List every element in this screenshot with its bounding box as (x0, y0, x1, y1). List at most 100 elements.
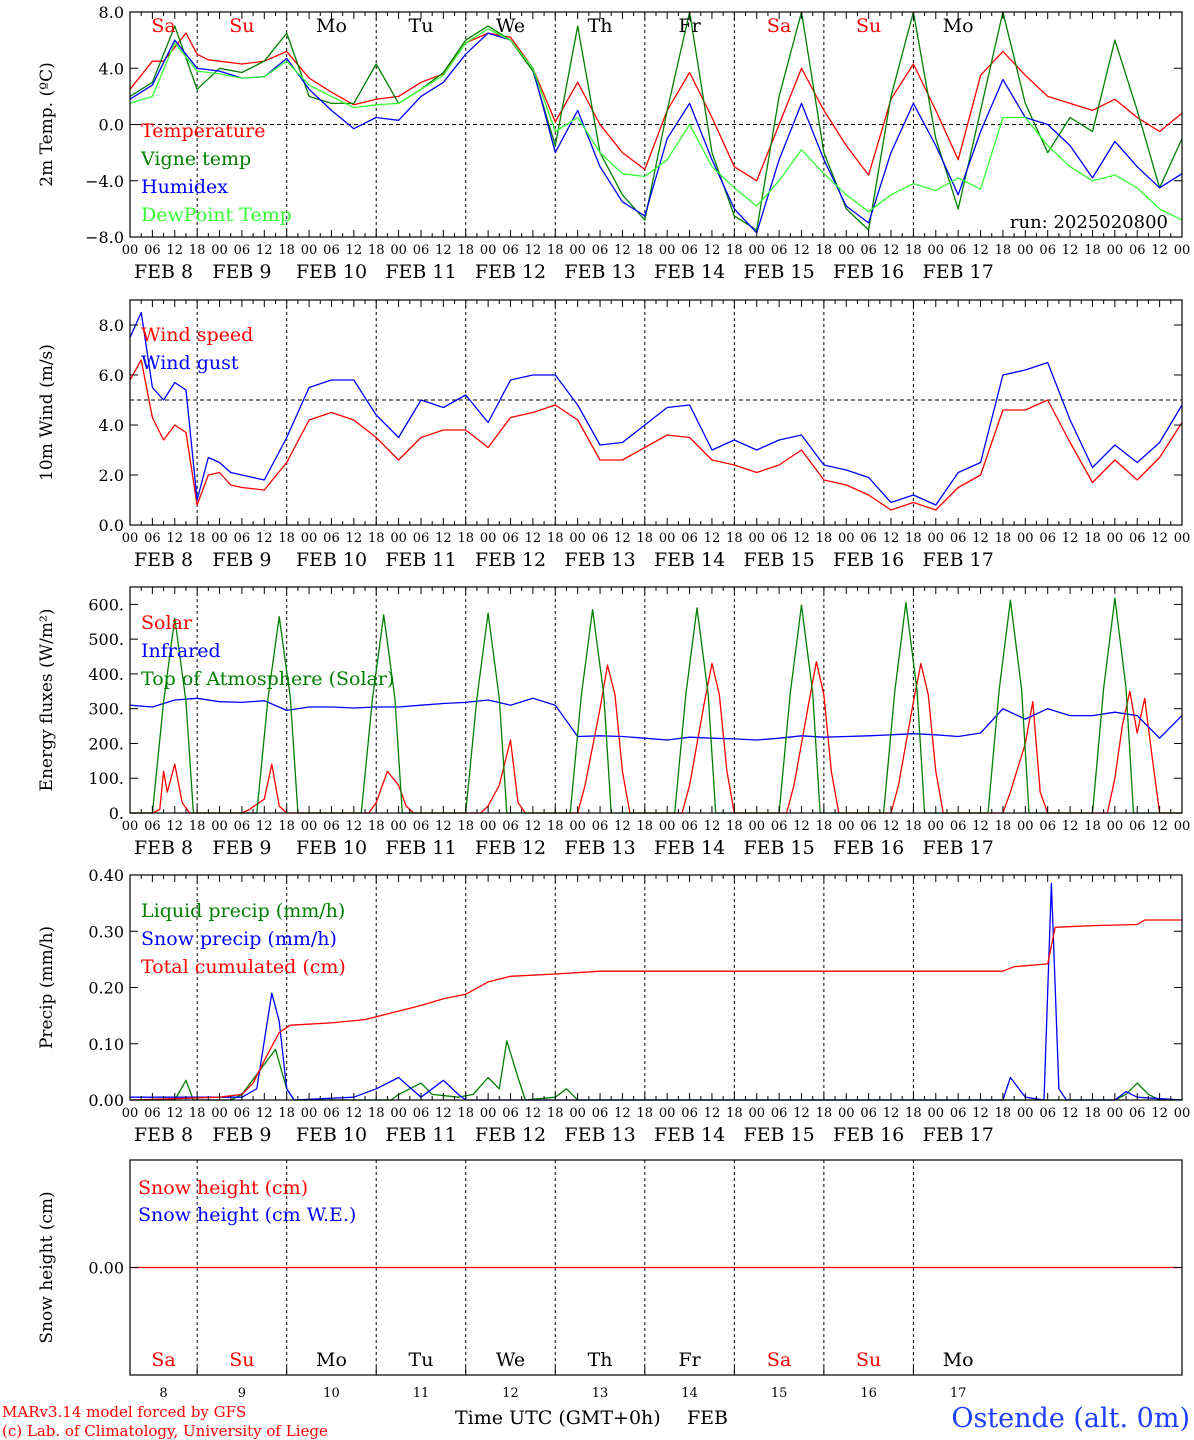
x-hour-label: 12 (435, 531, 452, 546)
x-hour-label: 18 (547, 819, 564, 834)
x-date-label: FEB 14 (654, 549, 725, 571)
x-hour-label: 18 (189, 531, 206, 546)
x-hour-label: 12 (256, 243, 273, 258)
x-hour-label: 18 (457, 819, 474, 834)
x-hour-label: 00 (928, 531, 945, 546)
x-hour-label: 18 (816, 1106, 833, 1121)
x-hour-label: 18 (637, 819, 654, 834)
x-hour-label: 12 (704, 1106, 721, 1121)
legend-entry: DewPoint Temp (141, 204, 292, 226)
x-hour-label: 12 (525, 819, 542, 834)
x-hour-label: 12 (1062, 531, 1079, 546)
day-number-label: 16 (860, 1386, 877, 1401)
x-hour-label: 00 (211, 819, 228, 834)
x-hour-label: 00 (1174, 1106, 1191, 1121)
weekday-label: Sa (767, 1349, 791, 1371)
x-date-label: FEB 9 (212, 261, 271, 283)
x-hour-label: 18 (457, 1106, 474, 1121)
y-tick-label: 0.00 (88, 1091, 124, 1110)
legend-entry: Total cumulated (cm) (141, 956, 346, 978)
x-hour-label: 00 (1174, 531, 1191, 546)
x-hour-label: 00 (122, 1106, 139, 1121)
x-hour-label: 06 (1129, 243, 1146, 258)
day-number-label: 10 (323, 1386, 340, 1401)
x-hour-label: 00 (390, 531, 407, 546)
series-line-temperature (129, 32, 1183, 182)
x-hour-label: 06 (144, 243, 161, 258)
x-hour-label: 18 (1084, 243, 1101, 258)
x-hour-label: 12 (614, 531, 631, 546)
x-hour-label: 18 (726, 1106, 743, 1121)
x-hour-label: 06 (681, 1106, 698, 1121)
series-line-humidex (129, 32, 1183, 234)
x-hour-label: 00 (928, 243, 945, 258)
x-date-label: FEB 11 (385, 549, 456, 571)
x-date-label: FEB 11 (385, 837, 456, 859)
day-number-label: 8 (159, 1386, 167, 1401)
x-hour-label: 06 (592, 819, 609, 834)
x-hour-label: 06 (323, 1106, 340, 1121)
x-hour-label: 00 (301, 819, 318, 834)
x-hour-label: 18 (368, 819, 385, 834)
series-line-top-of-atmosphere-solar (130, 597, 1182, 814)
x-hour-label: 18 (995, 1106, 1012, 1121)
x-hour-label: 12 (525, 531, 542, 546)
day-number-label: 17 (950, 1386, 967, 1401)
y-tick-label: 300. (88, 700, 124, 719)
x-date-label: FEB 15 (743, 1124, 814, 1146)
x-hour-label: 12 (166, 819, 183, 834)
x-hour-label: 12 (1151, 531, 1168, 546)
x-hour-label: 18 (189, 1106, 206, 1121)
weekday-label: Sa (151, 15, 175, 37)
x-hour-label: 12 (704, 819, 721, 834)
x-date-label: FEB 8 (134, 549, 193, 571)
x-hour-label: 00 (748, 531, 765, 546)
weekday-label: Tu (409, 15, 434, 37)
x-hour-label: 00 (928, 1106, 945, 1121)
x-hour-label: 00 (748, 1106, 765, 1121)
y-tick-label: 200. (88, 734, 124, 753)
x-hour-label: 06 (950, 1106, 967, 1121)
x-hour-label: 06 (413, 531, 430, 546)
x-hour-label: 18 (368, 531, 385, 546)
x-hour-label: 12 (525, 243, 542, 258)
x-hour-label: 06 (1129, 1106, 1146, 1121)
x-hour-label: 00 (211, 1106, 228, 1121)
weekday-label: Mo (943, 15, 974, 37)
grid-layer (130, 12, 1182, 1375)
x-hour-label: 06 (144, 819, 161, 834)
x-hour-label: 00 (928, 819, 945, 834)
x-hour-label: 18 (905, 531, 922, 546)
day-number-label: 9 (238, 1386, 246, 1401)
y-tick-label: 0.0 (99, 516, 124, 535)
x-hour-label: 06 (502, 243, 519, 258)
x-hour-label: 06 (1039, 243, 1056, 258)
run-annotation: run: 2025020800 (1010, 212, 1168, 233)
y-tick-label: −4.0 (85, 172, 124, 191)
x-hour-label: 06 (771, 819, 788, 834)
x-hour-label: 12 (346, 531, 363, 546)
x-hour-label: 12 (166, 1106, 183, 1121)
x-hour-label: 06 (1039, 1106, 1056, 1121)
x-hour-label: 06 (771, 1106, 788, 1121)
x-hour-label: 06 (144, 531, 161, 546)
x-hour-label: 12 (704, 243, 721, 258)
x-date-label: FEB 14 (654, 261, 725, 283)
x-hour-label: 18 (726, 243, 743, 258)
x-hour-label: 12 (166, 243, 183, 258)
x-date-label: FEB 11 (385, 1124, 456, 1146)
y-tick-label: 0.00 (88, 1259, 124, 1278)
y-tick-label: 500. (88, 630, 124, 649)
y-tick-label: 8.0 (99, 316, 124, 335)
x-hour-label: 00 (838, 819, 855, 834)
x-hour-label: 06 (681, 819, 698, 834)
series-line-snow-precip-mm-h (130, 882, 1183, 1101)
x-hour-label: 06 (323, 819, 340, 834)
x-hour-label: 00 (838, 531, 855, 546)
weekday-label: Th (588, 15, 613, 37)
x-date-label: FEB 10 (296, 837, 367, 859)
x-hour-label: 18 (637, 1106, 654, 1121)
weekday-label: Tu (409, 1349, 434, 1371)
y-tick-label: 0.0 (99, 116, 124, 135)
x-hour-label: 06 (413, 1106, 430, 1121)
